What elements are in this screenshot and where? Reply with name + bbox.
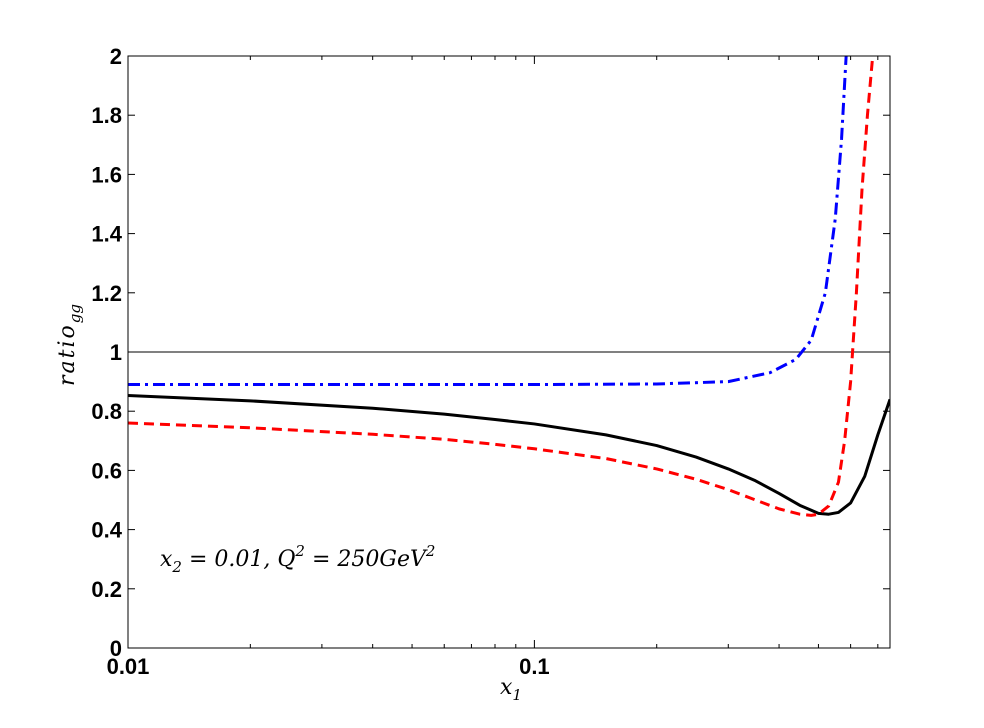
y-axis-label: ratiogg bbox=[55, 304, 84, 386]
y-tick-label: 1.2 bbox=[91, 281, 122, 306]
x-tick-label: 0.01 bbox=[107, 654, 150, 679]
y-tick-label: 2 bbox=[110, 44, 122, 69]
y-tick-label: 1.4 bbox=[91, 222, 122, 247]
y-tick-label: 1 bbox=[110, 340, 122, 365]
x-axis-label: x1 bbox=[500, 675, 522, 704]
series-line-1 bbox=[128, 394, 890, 516]
y-tick-label: 1.6 bbox=[91, 162, 122, 187]
y-tick-label: 0.4 bbox=[91, 518, 122, 543]
y-tick-label: 0.8 bbox=[91, 399, 122, 424]
ticks-layer: 0 0.2 0.4 0.6 0.8 1 1.2 1.4 1.6 1.8 2 0.01 0.1 bbox=[91, 44, 890, 679]
labels-layer: x1 ratiogg x2 = 0.01, Q2 = 250GeV2 bbox=[55, 304, 522, 704]
x-tick-label: 0.1 bbox=[519, 654, 550, 679]
series-line-3 bbox=[128, 56, 848, 387]
y-tick-label: 0 bbox=[110, 636, 122, 661]
y-tick-label: 1.8 bbox=[91, 103, 122, 128]
annotation-text: x2 = 0.01, Q2 = 250GeV2 bbox=[160, 542, 435, 576]
y-tick-label: 0.2 bbox=[91, 577, 122, 602]
y-tick-label: 0.6 bbox=[91, 458, 122, 483]
series-layer bbox=[128, 56, 890, 517]
series-line-2 bbox=[128, 56, 875, 517]
